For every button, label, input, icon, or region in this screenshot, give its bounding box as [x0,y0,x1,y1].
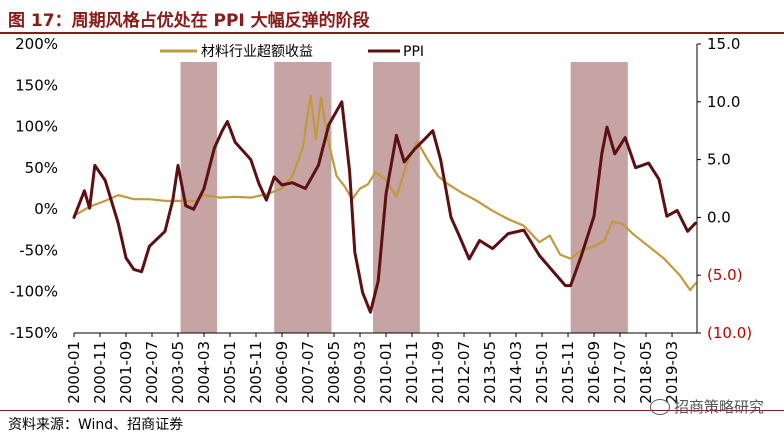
x-tick-label: 2007-07 [299,341,317,404]
figure-title: 图 17：周期风格占优处在 PPI 大幅反弹的阶段 [8,11,370,31]
x-tick-label: 2018-05 [637,341,655,404]
x-tick-label: 2012-07 [455,341,473,404]
right-tick-label: (10.0) [707,324,752,342]
x-tick-label: 2011-09 [429,341,447,404]
x-tick-label: 2008-05 [325,341,343,404]
x-tick-label: 2013-05 [481,341,499,404]
ppi-line [72,100,697,314]
x-tick-label: 2016-09 [585,341,603,404]
legend: 材料行业超额收益 PPI [160,44,424,60]
x-tick-label: 2019-03 [663,341,681,404]
source-note: 资料来源：Wind、招商证券 [8,417,184,433]
x-tick-label: 2017-07 [611,341,629,404]
x-tick-label: 2000-11 [91,341,109,404]
x-tick-label: 2005-11 [247,341,265,404]
x-tick-label: 2014-03 [507,341,525,404]
watermark-text: 招商策略研究 [673,398,764,416]
footer-rule [0,410,784,411]
x-tick-label: 2006-09 [273,341,291,404]
series-group [72,94,697,314]
legend-label-ppi: PPI [403,44,424,60]
left-tick-label: 0% [34,200,58,218]
left-tick-label: 50% [25,159,58,177]
x-tick-label: 2002-07 [143,341,161,404]
right-tick-label: 15.0 [707,35,740,53]
title-rule [0,32,784,34]
x-tick-label: 2015-11 [559,341,577,404]
right-tick-label: 5.0 [707,151,731,169]
left-tick-label: -100% [10,283,58,301]
watermark: 招商策略研究 [649,396,764,417]
chart: 200% 150% 100% 50% 0% -50% -100% -150% 15.0 10.0 5… [10,35,752,404]
x-tick-label: 2010-11 [403,341,421,404]
shaded-period [570,62,628,333]
x-tick-label: 2004-03 [195,341,213,404]
axes: 200% 150% 100% 50% 0% -50% -100% -150% 15.0 10.0 5… [10,35,752,404]
x-tick-label: 2003-05 [169,341,187,404]
left-tick-label: 150% [15,76,58,94]
left-tick-label: -50% [19,241,58,259]
right-tick-label: (5.0) [707,266,743,284]
left-tick-label: 200% [15,35,58,53]
x-tick-label: 2000-01 [65,341,83,404]
x-tick-label: 2005-01 [221,341,239,404]
wechat-icon [649,398,670,415]
materials-excess-return-line [72,94,697,292]
left-tick-label: -150% [10,324,58,342]
legend-label-materials: 材料行业超额收益 [201,44,313,60]
left-tick-label: 100% [15,118,58,136]
x-tick-label: 2010-01 [377,341,395,404]
x-tick-label: 2009-03 [351,341,369,404]
x-tick-label: 2015-01 [533,341,551,404]
x-tick-label: 2001-09 [117,341,135,404]
right-tick-label: 0.0 [707,208,731,226]
right-tick-label: 10.0 [707,93,740,111]
